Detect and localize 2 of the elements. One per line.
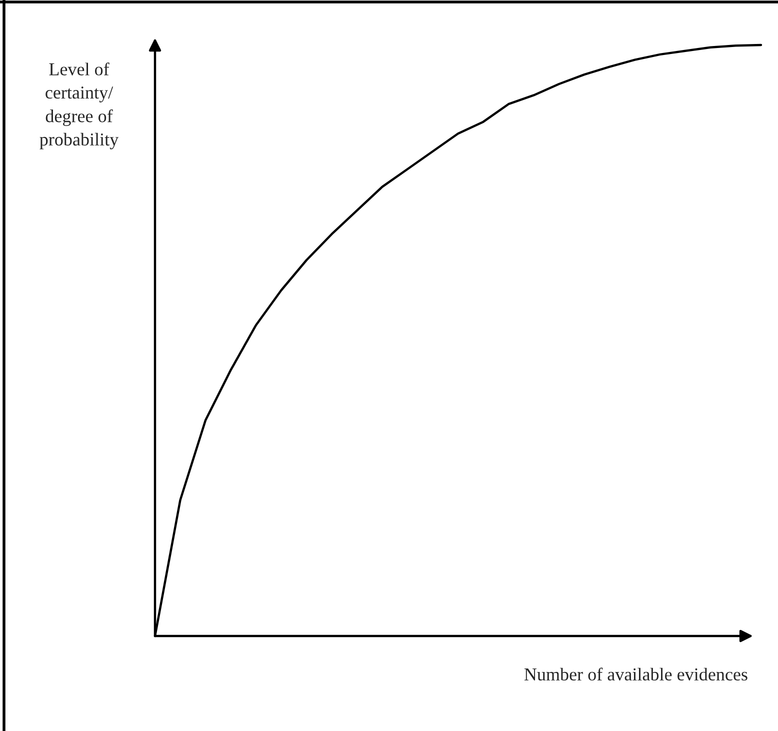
x-axis-title: Number of available evidences xyxy=(524,668,748,681)
y-axis-title: Level of certainty/ degree of probability xyxy=(40,62,119,150)
